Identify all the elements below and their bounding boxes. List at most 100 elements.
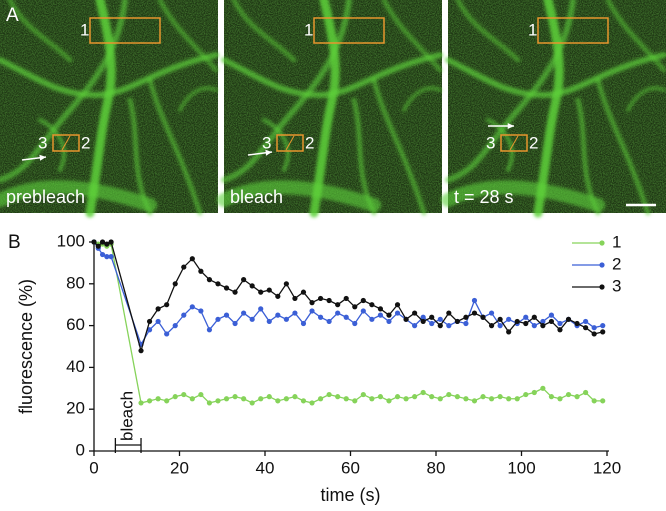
data-point	[335, 302, 341, 308]
data-point	[412, 310, 418, 316]
data-point	[531, 314, 537, 320]
data-point	[394, 394, 401, 400]
arrow-head	[39, 154, 46, 161]
data-point	[557, 327, 563, 333]
data-point	[189, 396, 195, 402]
data-point	[514, 318, 520, 325]
x-tick-label: 120	[593, 458, 621, 477]
data-point	[266, 287, 272, 293]
data-point	[591, 331, 597, 337]
data-point	[223, 396, 230, 402]
data-point	[600, 323, 606, 329]
data-point	[523, 391, 529, 398]
x-axis-label: time (s)	[321, 485, 381, 505]
panel-label: B	[8, 232, 21, 253]
roi-label: 1	[304, 20, 313, 39]
data-point	[172, 394, 178, 400]
data-point	[531, 323, 537, 329]
x-tick-label: 20	[170, 458, 189, 477]
micrograph: 1 2 3 prebleach	[0, 0, 218, 213]
data-point	[352, 304, 358, 310]
data-point	[99, 251, 106, 258]
data-point	[446, 323, 452, 329]
data-point	[360, 391, 366, 398]
series-line	[93, 241, 603, 346]
data-point	[463, 314, 469, 320]
data-point	[437, 316, 443, 322]
roi-label: 2	[81, 133, 90, 152]
data-point	[488, 310, 495, 316]
data-point	[369, 302, 375, 308]
data-point	[394, 310, 401, 316]
data-point	[548, 394, 555, 400]
data-point	[326, 391, 332, 398]
data-point	[215, 398, 221, 404]
data-point	[369, 316, 375, 322]
data-point	[232, 394, 238, 400]
roi-label: 2	[529, 133, 538, 152]
roi-box	[500, 134, 528, 152]
data-point	[540, 318, 546, 325]
data-point	[292, 295, 298, 302]
legend-marker	[599, 284, 605, 290]
data-point	[300, 320, 307, 327]
data-point	[155, 318, 161, 325]
data-point	[523, 314, 529, 320]
data-point	[155, 306, 161, 312]
data-point	[309, 400, 315, 406]
data-point	[591, 398, 597, 404]
data-point	[583, 325, 589, 331]
data-point	[369, 396, 375, 402]
data-point	[412, 394, 418, 400]
data-point	[420, 318, 426, 325]
data-point	[138, 348, 144, 354]
data-point	[198, 308, 204, 314]
data-point	[557, 396, 563, 402]
data-point	[108, 254, 114, 260]
data-point	[506, 396, 512, 402]
data-point	[540, 323, 546, 329]
data-point	[138, 400, 144, 406]
data-point	[446, 310, 452, 316]
legend-label: 2	[612, 254, 621, 273]
roi-label: 3	[486, 133, 495, 152]
panel-label: A	[6, 5, 19, 26]
arrow-head	[507, 122, 514, 130]
data-point	[232, 289, 238, 295]
data-point	[488, 396, 495, 402]
data-point	[172, 281, 178, 287]
data-point	[215, 316, 221, 322]
x-tick-label: 60	[341, 458, 360, 477]
roi-box	[89, 17, 161, 44]
data-point	[258, 289, 264, 295]
data-point	[454, 394, 460, 400]
data-point	[600, 398, 606, 404]
caption: prebleach	[6, 187, 85, 207]
data-point	[574, 394, 580, 400]
data-point	[488, 323, 495, 329]
data-point	[343, 295, 349, 302]
data-point	[249, 400, 255, 406]
data-point	[446, 391, 452, 398]
x-tick-label: 40	[256, 458, 275, 477]
roi-label: 2	[305, 133, 314, 152]
data-point	[189, 304, 195, 310]
data-point	[480, 394, 486, 400]
data-point	[164, 331, 170, 337]
data-point	[275, 293, 281, 299]
data-point	[591, 325, 597, 331]
data-point	[258, 396, 264, 402]
data-point	[206, 327, 213, 333]
data-point	[215, 281, 221, 287]
data-point	[463, 396, 469, 402]
x-tick-label: 0	[89, 458, 98, 477]
data-point	[412, 323, 418, 329]
data-point	[283, 281, 289, 287]
data-point	[471, 310, 478, 316]
data-point	[146, 327, 153, 333]
data-point	[300, 289, 307, 295]
data-point	[420, 314, 426, 320]
bleach-label: bleach	[118, 391, 137, 441]
data-point	[275, 312, 281, 318]
